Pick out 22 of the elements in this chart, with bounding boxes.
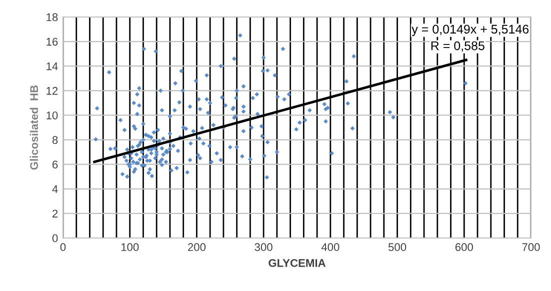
x-axis-title: GLYCEMIA (268, 259, 326, 267)
x-tick-label: 700 (522, 243, 540, 252)
y-tick-label: 12 (46, 86, 58, 95)
y-tick-label: 10 (46, 111, 58, 120)
annotation: y = 0,0149x + 5,5146 (412, 24, 529, 36)
x-tick-label: 100 (121, 243, 139, 252)
x-tick-label: 600 (455, 243, 473, 252)
y-tick-label: 14 (46, 62, 58, 70)
y-tick-label: 2 (52, 210, 58, 218)
y-axis-title: Glicosilated HB (30, 85, 38, 170)
x-tick-label: 0 (60, 243, 66, 252)
y-tick-label: 6 (52, 160, 58, 168)
y-tick-label: 0 (52, 234, 58, 242)
x-tick-label: 300 (254, 243, 272, 252)
annotation: R = 0,585 (431, 41, 484, 52)
x-tick-label: 400 (321, 243, 340, 252)
x-tick-label: 200 (188, 243, 206, 252)
y-tick-label: 18 (46, 13, 58, 22)
y-tick-label: 8 (52, 136, 58, 144)
y-tick-label: 4 (52, 185, 58, 193)
y-tick-label: 16 (46, 38, 58, 46)
x-tick-label: 500 (388, 243, 406, 252)
